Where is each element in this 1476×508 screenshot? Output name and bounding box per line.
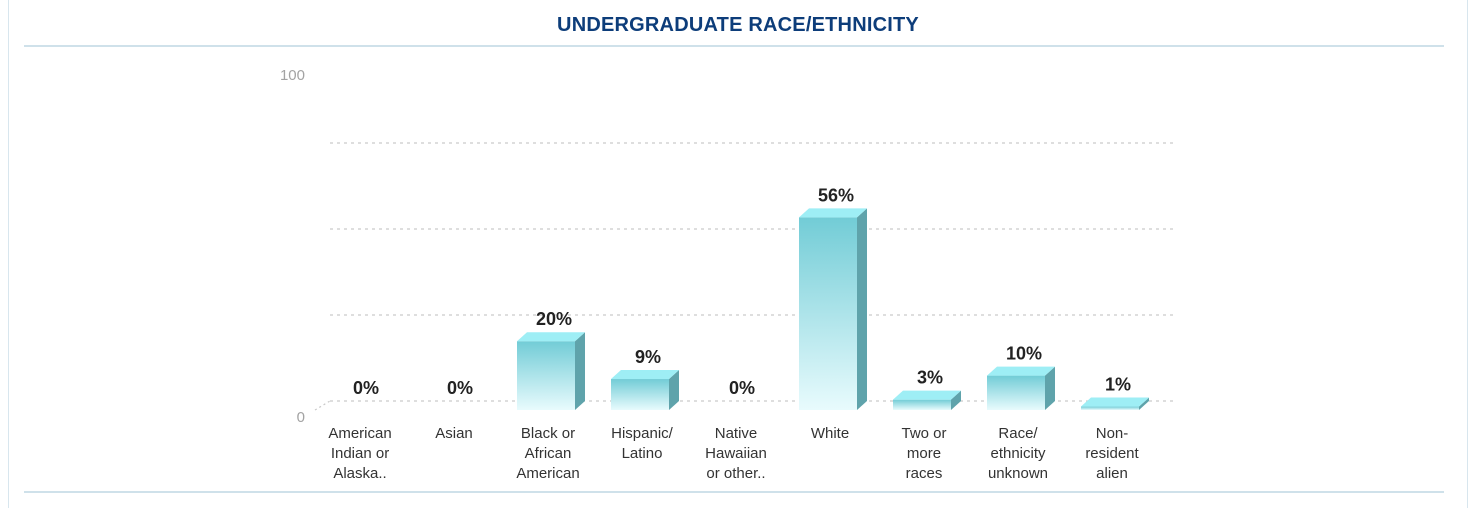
category-label: African xyxy=(525,445,572,462)
labels: 0% American Indian or Alaska.. 0% Asian 20% Bla… xyxy=(328,185,1139,482)
value-label: 56% xyxy=(818,185,854,205)
y-tick-label: 0 xyxy=(297,409,305,426)
category-label: ethnicity xyxy=(990,445,1046,462)
value-label: 9% xyxy=(635,347,661,367)
value-label: 0% xyxy=(353,378,379,398)
category-label: Hispanic/ xyxy=(611,425,674,442)
category-label: Black or xyxy=(521,425,575,442)
value-label: 20% xyxy=(536,309,572,329)
value-label: 10% xyxy=(1006,344,1042,364)
category-label: American xyxy=(328,425,391,442)
category-label: Asian xyxy=(435,425,473,442)
bar-top xyxy=(893,390,961,400)
category-label: Race/ xyxy=(998,425,1038,442)
category-label: Latino xyxy=(622,445,663,462)
bottom-divider xyxy=(24,491,1444,493)
chart-panel xyxy=(8,0,1468,508)
bar-front xyxy=(893,399,951,410)
value-label: 1% xyxy=(1105,375,1131,395)
bar-side xyxy=(575,332,585,410)
bar-top xyxy=(517,332,585,342)
category-label: unknown xyxy=(988,465,1048,482)
category-label: Native xyxy=(715,425,758,442)
bar-side xyxy=(857,208,867,410)
category-label: races xyxy=(906,465,943,482)
bar-front xyxy=(611,379,669,410)
bars xyxy=(517,208,1149,410)
value-label: 0% xyxy=(729,378,755,398)
category-label: more xyxy=(907,445,941,462)
category-label: Non- xyxy=(1096,425,1129,442)
category-label: Two or xyxy=(901,425,946,442)
bar-side xyxy=(1139,397,1149,410)
value-label: 0% xyxy=(447,378,473,398)
category-label: or other.. xyxy=(706,465,765,482)
y-axis: 0 100 xyxy=(280,67,305,426)
category-label: Hawaiian xyxy=(705,445,767,462)
category-label: White xyxy=(811,425,849,442)
bar-side xyxy=(1045,366,1055,410)
category-label: Alaska.. xyxy=(333,465,386,482)
category-label: alien xyxy=(1096,465,1128,482)
bar-top xyxy=(987,366,1055,376)
bar-front xyxy=(1081,406,1139,410)
floor-edge xyxy=(314,400,331,411)
bar-top xyxy=(611,370,679,380)
bar-front xyxy=(799,217,857,410)
bar-side xyxy=(951,390,961,410)
title-divider xyxy=(24,45,1444,47)
value-label: 3% xyxy=(917,368,943,388)
category-label: Indian or xyxy=(331,445,389,462)
category-label: resident xyxy=(1085,445,1139,462)
bar-front xyxy=(987,375,1045,410)
y-tick-label: 100 xyxy=(280,67,305,84)
chart-title: UNDERGRADUATE RACE/ETHNICITY xyxy=(557,14,919,36)
bar-side xyxy=(669,370,679,410)
bar-front xyxy=(517,341,575,410)
bar-top xyxy=(1081,397,1149,407)
category-label: American xyxy=(516,465,579,482)
bar-top xyxy=(799,208,867,218)
